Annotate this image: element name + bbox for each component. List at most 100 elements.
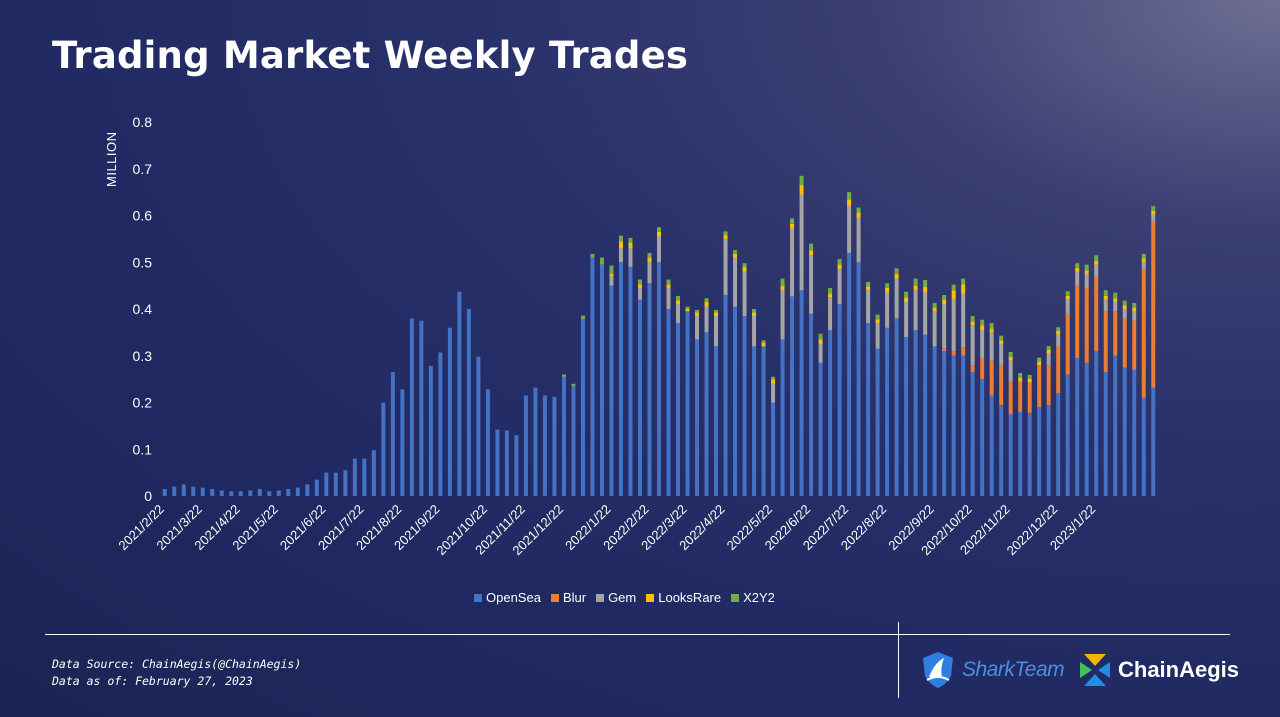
bar-gem-66 (790, 228, 795, 297)
bar-x2y2-46 (599, 257, 604, 265)
bar-opensea-53 (666, 309, 671, 496)
bar-looksrare-71 (837, 264, 842, 270)
bar-looksrare-104 (1151, 210, 1156, 215)
bar-x2y2-103 (1141, 253, 1146, 259)
bar-x2y2-62 (752, 309, 757, 313)
bar-opensea-86 (980, 379, 985, 497)
legend-label-blur: Blur (562, 590, 587, 605)
bar-opensea-95 (1065, 374, 1070, 496)
bar-looksrare-64 (771, 379, 776, 384)
bar-gem-82 (942, 304, 947, 349)
bar-opensea-45 (590, 257, 595, 496)
bar-x2y2-54 (676, 295, 680, 301)
bar-gem-101 (1122, 309, 1127, 319)
bar-opensea-13 (286, 488, 291, 496)
bar-gem-58 (714, 316, 719, 347)
bar-gem-89 (1008, 360, 1013, 382)
bar-x2y2-60 (733, 250, 738, 254)
bar-x2y2-83 (951, 284, 956, 291)
bar-x2y2-51 (647, 252, 652, 258)
bar-x2y2-88 (999, 335, 1004, 341)
bar-looksrare-75 (875, 319, 880, 324)
bar-opensea-22 (371, 450, 376, 496)
bar-gem-48 (618, 248, 623, 263)
bar-opensea-68 (809, 313, 814, 496)
bar-x2y2-79 (913, 278, 918, 286)
bar-looksrare-49 (628, 242, 633, 249)
bar-looksrare-86 (980, 325, 985, 331)
bar-gem-67 (799, 194, 804, 291)
bar-gem-86 (980, 330, 985, 359)
bar-blur-82 (942, 348, 947, 352)
legend-swatch-gem (596, 593, 605, 602)
bar-looksrare-60 (733, 253, 738, 258)
bar-looksrare-72 (847, 199, 852, 207)
bar-opensea-65 (780, 339, 785, 496)
bar-opensea-39 (533, 387, 538, 496)
bar-looksrare-74 (866, 286, 871, 291)
bar-looksrare-47 (609, 273, 614, 277)
y-tick-label: 0.2 (133, 395, 153, 411)
bar-opensea-49 (628, 266, 633, 496)
bar-gem-62 (752, 316, 757, 347)
x-tick-label: 2022/12/22 (1004, 502, 1061, 559)
bar-x2y2-71 (837, 258, 842, 265)
bar-opensea-89 (1008, 414, 1013, 496)
bar-x2y2-76 (885, 283, 890, 288)
y-tick-label: 0.1 (133, 441, 153, 457)
bar-x2y2-86 (980, 319, 985, 326)
bar-opensea-9 (248, 490, 253, 496)
bar-opensea-28 (428, 366, 433, 496)
bar-opensea-63 (761, 346, 766, 496)
bar-opensea-71 (837, 304, 842, 496)
data-as-of: Data as of: February 27, 2023 (52, 674, 253, 688)
bar-opensea-47 (609, 285, 614, 497)
bar-opensea-76 (885, 327, 890, 496)
bar-looksrare-76 (885, 287, 890, 293)
sharkteam-logo-text: SharkTeam (962, 658, 1065, 681)
bar-looksrare-70 (828, 293, 833, 298)
bar-looksrare-81 (932, 307, 937, 312)
bar-blur-89 (1008, 381, 1013, 415)
bar-x2y2-45 (590, 253, 595, 258)
bar-looksrare-63 (761, 342, 766, 347)
chart-legend: OpenSea Blur Gem LooksRare X2Y2 (474, 590, 775, 605)
bar-opensea-17 (324, 472, 329, 497)
bar-x2y2-48 (618, 235, 623, 242)
bar-blur-90 (1018, 381, 1023, 412)
legend-swatch-x2y2 (731, 593, 740, 602)
bar-looksrare-95 (1065, 295, 1070, 300)
bar-opensea-25 (400, 389, 405, 496)
bar-looksrare-99 (1103, 295, 1108, 300)
bar-opensea-6 (219, 490, 224, 496)
bar-gem-74 (866, 290, 871, 324)
bar-gem-78 (904, 301, 909, 338)
bar-looksrare-97 (1084, 270, 1089, 274)
bar-opensea-57 (704, 332, 709, 497)
bar-blur-98 (1094, 276, 1099, 352)
bar-looksrare-68 (809, 250, 814, 256)
legend-label-looksrare: LooksRare (658, 590, 722, 605)
chainaegis-logo-text: ChainAegis (1118, 657, 1240, 682)
bar-blur-99 (1103, 311, 1108, 373)
bar-x2y2-64 (771, 376, 776, 380)
bar-looksrare-87 (989, 328, 994, 333)
bar-blur-86 (980, 358, 985, 380)
bar-looksrare-91 (1027, 378, 1032, 383)
bar-blur-87 (989, 360, 994, 396)
bar-gem-53 (666, 287, 671, 309)
bar-gem-52 (657, 236, 661, 263)
bar-blur-100 (1113, 311, 1118, 356)
bar-looksrare-65 (780, 285, 785, 291)
bar-opensea-8 (238, 491, 243, 496)
bar-opensea-88 (999, 404, 1004, 496)
bar-gem-95 (1065, 299, 1070, 314)
sharkteam-logo: SharkTeam (920, 650, 1065, 690)
bar-gem-87 (989, 332, 994, 361)
bar-looksrare-96 (1075, 267, 1080, 272)
bar-x2y2-56 (695, 309, 700, 313)
logo-divider (898, 622, 899, 698)
bar-opensea-29 (438, 352, 443, 496)
bar-opensea-24 (390, 372, 395, 496)
bar-opensea-91 (1027, 412, 1032, 496)
